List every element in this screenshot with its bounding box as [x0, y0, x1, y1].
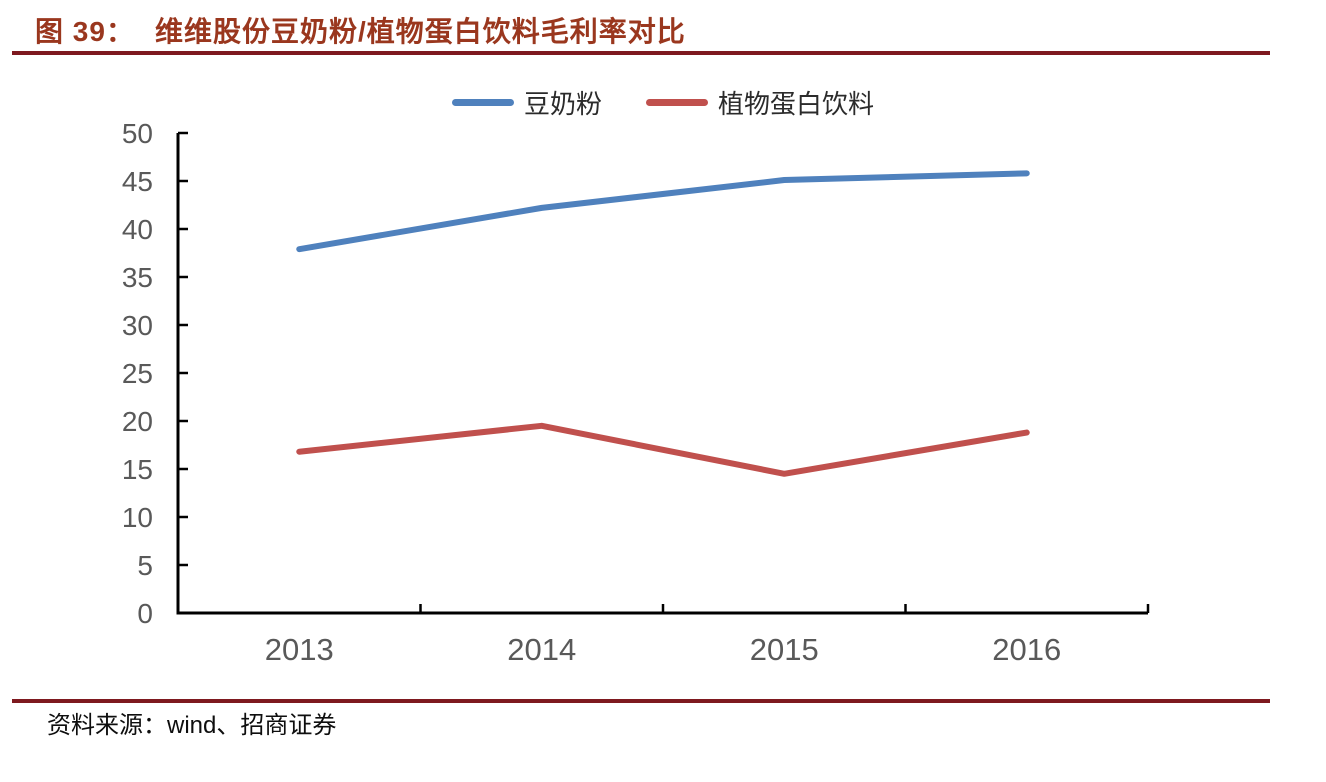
legend-label: 豆奶粉 [523, 89, 602, 119]
y-tick-label: 20 [122, 406, 153, 437]
y-tick-label: 10 [122, 502, 153, 533]
y-tick-label: 35 [122, 262, 153, 293]
y-tick-label: 45 [122, 166, 153, 197]
legend-item-0: 豆奶粉 [451, 84, 602, 121]
source-note: 资料来源：wind、招商证券 [47, 705, 336, 740]
legend-swatch [646, 99, 708, 106]
legend-label: 植物蛋白饮料 [718, 89, 875, 119]
x-tick-label: 2014 [507, 632, 576, 667]
y-tick-label: 25 [122, 358, 153, 389]
y-tick-label: 0 [137, 598, 153, 629]
figure-number-label: 图 39： [35, 16, 135, 47]
legend-swatch [451, 99, 514, 106]
figure-title: 图 39： 维维股份豆奶粉/植物蛋白饮料毛利率对比 [35, 10, 686, 50]
source-text: wind、招商证券 [167, 712, 337, 739]
y-tick-label: 15 [122, 454, 153, 485]
title-divider-rule [12, 51, 1270, 55]
y-tick-label: 40 [122, 214, 153, 245]
y-tick-label: 50 [122, 118, 153, 149]
series-line-0 [296, 170, 1030, 253]
figure-title-text: 维维股份豆奶粉/植物蛋白饮料毛利率对比 [154, 16, 686, 47]
legend-item-1: 植物蛋白饮料 [646, 84, 874, 121]
footer-divider-rule [12, 699, 1270, 703]
y-tick-label: 30 [122, 310, 153, 341]
axis-lines [176, 133, 1148, 615]
source-label: 资料来源： [47, 712, 167, 739]
series-line-1 [296, 422, 1030, 477]
x-tick-label: 2015 [750, 632, 819, 667]
chart-legend: 豆奶粉 植物蛋白饮料 [178, 84, 1148, 121]
x-tick-label: 2016 [992, 632, 1061, 667]
y-tick-label: 5 [137, 550, 153, 581]
x-tick-label: 2013 [265, 632, 334, 667]
